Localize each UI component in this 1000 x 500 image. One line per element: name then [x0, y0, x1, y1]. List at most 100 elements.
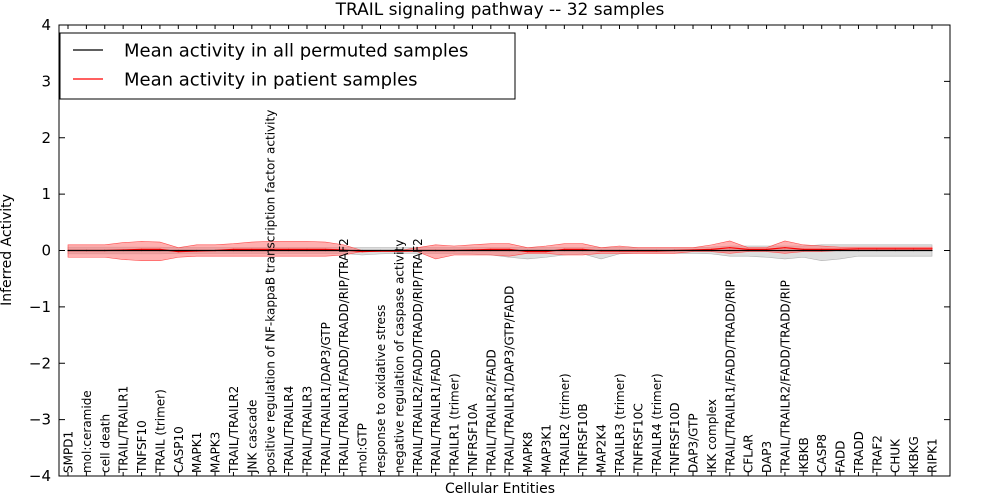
- data-point-series-1: [232, 248, 235, 250]
- data-point-series-1: [324, 248, 326, 250]
- data-point-series-1: [765, 248, 768, 250]
- legend-label-permuted: Mean activity in all permuted samples: [124, 41, 468, 62]
- x-tick-label: TNFRSF10D: [668, 402, 682, 474]
- data-point-series-0: [618, 249, 621, 252]
- x-tick-label: IKK complex: [705, 399, 719, 473]
- data-point-series-0: [251, 249, 253, 252]
- data-point-series-0: [214, 249, 216, 252]
- data-point-series-0: [85, 249, 87, 252]
- legend-box: [59, 32, 516, 100]
- legend-label-patient: Mean activity in patient samples: [124, 70, 418, 91]
- data-point-series-0: [931, 249, 933, 252]
- data-point-series-1: [140, 248, 143, 250]
- data-point-series-1: [563, 248, 565, 250]
- data-point-series-1: [269, 248, 271, 250]
- y-tick-label: 1: [41, 185, 51, 203]
- x-tick-label: MAP2K4: [595, 424, 609, 473]
- data-point-series-1: [821, 248, 823, 250]
- x-tick-label: TRAIL/TRAILR2/FADD/TRADD/RIP/TRAF2: [411, 238, 425, 474]
- data-point-series-0: [324, 249, 326, 252]
- x-tick-label: CASP10: [172, 426, 186, 473]
- data-point-series-1: [857, 248, 860, 250]
- x-tick-label: TNFSF10: [135, 420, 149, 474]
- data-point-series-1: [177, 251, 179, 253]
- y-tick-label: −2: [29, 354, 51, 372]
- data-point-series-1: [894, 248, 896, 250]
- x-tick-label: MAPK1: [190, 432, 204, 473]
- data-point-series-0: [508, 249, 510, 252]
- data-point-series-0: [435, 249, 437, 252]
- data-point-series-1: [913, 248, 915, 250]
- chart-title: TRAIL signaling pathway -- 32 samples: [335, 0, 665, 20]
- x-tick-label: TNFRSF10B: [576, 403, 590, 474]
- data-point-series-1: [931, 248, 933, 250]
- data-point-series-0: [122, 249, 124, 252]
- data-point-series-0: [674, 249, 676, 252]
- y-tick-label: −3: [29, 411, 51, 429]
- x-tick-label: TRAIL/TRAILR1/DAP3/GTP: [319, 322, 333, 474]
- data-point-series-0: [306, 249, 308, 252]
- x-tick-label: TRAIL/TRAILR1/FADD/TRADD/RIP/TRAF2: [337, 238, 351, 474]
- data-point-series-0: [857, 249, 860, 252]
- y-tick-label: 0: [41, 242, 51, 260]
- data-point-series-0: [913, 249, 915, 252]
- x-tick-label: positive regulation of NF-kappaB transcr…: [264, 110, 278, 473]
- data-point-series-1: [306, 248, 308, 250]
- x-tick-label: CHUK: [889, 438, 903, 473]
- x-tick-label: negative regulation of caspase activity: [392, 240, 406, 473]
- x-tick-label: TRAILR1 (trimer): [448, 373, 462, 474]
- x-tick-label: TRAIL/TRAILR1: [117, 386, 131, 474]
- data-point-series-1: [490, 248, 492, 250]
- data-point-series-0: [269, 249, 271, 252]
- x-tick-label: TRAIL/TRAILR2/FADD: [484, 349, 498, 474]
- x-tick-label: MAP3K1: [539, 424, 553, 473]
- data-point-series-0: [288, 249, 290, 252]
- data-point-series-1: [526, 251, 529, 253]
- x-tick-label: TRAIL/TRAILR1/FADD/TRADD/RIP: [723, 280, 737, 474]
- x-tick-label: TRAIL/TRAILR2/FADD/TRADD/RIP: [778, 280, 792, 474]
- data-point-series-0: [582, 249, 584, 252]
- x-tick-label: TRAIL/TRAILR1/FADD: [429, 349, 443, 474]
- data-point-series-1: [251, 248, 253, 250]
- data-point-series-1: [784, 247, 786, 249]
- data-point-series-0: [747, 249, 749, 252]
- data-point-series-0: [196, 249, 198, 252]
- data-point-series-0: [140, 249, 143, 252]
- x-tick-label: TRAIL (trimer): [153, 389, 167, 474]
- series-lines: [67, 247, 933, 253]
- x-tick-label: SMPD1: [62, 431, 76, 473]
- data-point-series-0: [453, 249, 455, 252]
- data-point-series-0: [490, 249, 492, 252]
- data-point-series-0: [416, 249, 418, 252]
- x-tick-label: mol:ceramide: [80, 390, 94, 473]
- x-tick-label: TRAILR2 (trimer): [558, 373, 572, 474]
- x-tick-label: IKBKB: [797, 437, 811, 473]
- data-point-series-0: [802, 249, 804, 252]
- data-point-series-0: [159, 249, 161, 252]
- x-tick-label: DAP3: [760, 441, 774, 473]
- x-tick-label: cell death: [98, 414, 112, 473]
- data-point-series-1: [361, 251, 363, 253]
- data-point-series-1: [710, 248, 713, 250]
- x-tick-label: TRAF2: [870, 435, 884, 474]
- data-point-series-0: [563, 249, 565, 252]
- data-point-series-0: [894, 249, 896, 252]
- x-tick-label: FADD: [834, 441, 848, 474]
- data-point-series-0: [361, 249, 363, 252]
- data-point-series-1: [876, 248, 878, 250]
- data-point-series-1: [747, 248, 749, 250]
- y-tick-label: 2: [41, 129, 51, 147]
- data-point-series-0: [765, 249, 768, 252]
- data-point-series-1: [802, 248, 804, 250]
- x-tick-label: TRAILR3 (trimer): [613, 373, 627, 474]
- data-point-series-1: [545, 251, 547, 253]
- x-tick-label: mol:GTP: [356, 423, 370, 473]
- y-tick-label: −4: [29, 467, 51, 485]
- data-point-series-0: [710, 249, 713, 252]
- x-tick-label: MAPK3: [209, 432, 223, 473]
- data-point-series-0: [526, 249, 529, 252]
- data-point-series-1: [508, 248, 510, 250]
- x-tick-label: TRAIL/TRAILR1/DAP3/GTP/FADD: [503, 286, 517, 474]
